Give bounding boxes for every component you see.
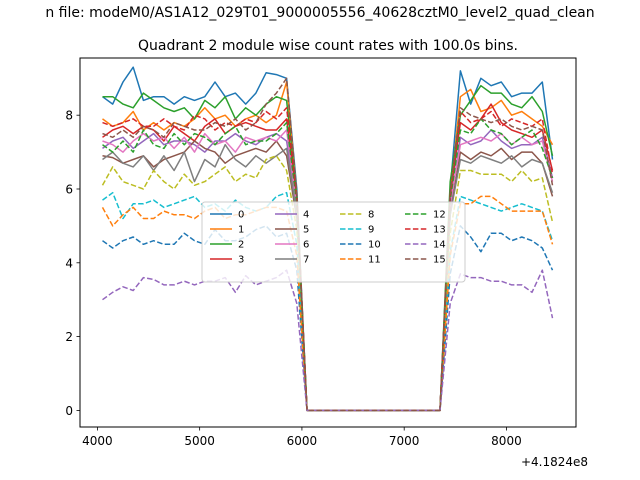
y-tick-label: 6: [65, 182, 73, 196]
legend-label-6: 6: [303, 240, 309, 251]
series-line-14: [102, 269, 554, 412]
legend-label-10: 10: [368, 240, 381, 251]
legend-label-12: 12: [433, 210, 446, 221]
axes-frame: [79, 57, 577, 428]
legend-label-0: 0: [238, 210, 244, 221]
x-offset-label: +4.1824e8: [521, 455, 588, 469]
legend-label-5: 5: [303, 225, 309, 236]
x-tick-label: 7000: [389, 434, 420, 448]
y-tick-label: 0: [65, 404, 73, 418]
x-axis: 4000 5000 6000 7000 8000: [82, 427, 522, 448]
x-tick-label: 8000: [491, 434, 522, 448]
y-tick-label: 8: [65, 109, 73, 123]
x-tick-label: 6000: [287, 434, 318, 448]
legend-label-4: 4: [303, 210, 309, 221]
figure-suptitle: n file: modeM0/AS1A12_029T01_9000005556_…: [45, 5, 594, 21]
legend-label-9: 9: [368, 225, 374, 236]
legend-label-13: 13: [433, 225, 446, 236]
legend-label-14: 14: [433, 240, 446, 251]
series-line-15: [102, 77, 554, 412]
legend-label-8: 8: [368, 210, 374, 221]
legend-label-2: 2: [238, 240, 244, 251]
x-tick-label: 4000: [82, 434, 113, 448]
legend-label-11: 11: [368, 255, 381, 266]
chart-title: Quadrant 2 module wise count rates with …: [138, 38, 518, 54]
x-tick-label: 5000: [184, 434, 215, 448]
legend-label-7: 7: [303, 255, 309, 266]
y-axis: 0 2 4 6 8: [65, 109, 80, 418]
legend-label-15: 15: [433, 255, 446, 266]
y-tick-label: 2: [65, 330, 73, 344]
plot-area: [101, 66, 554, 412]
legend-label-3: 3: [238, 255, 244, 266]
legend-box: [201, 201, 466, 283]
legend-label-1: 1: [238, 225, 244, 236]
y-tick-label: 4: [65, 256, 73, 270]
